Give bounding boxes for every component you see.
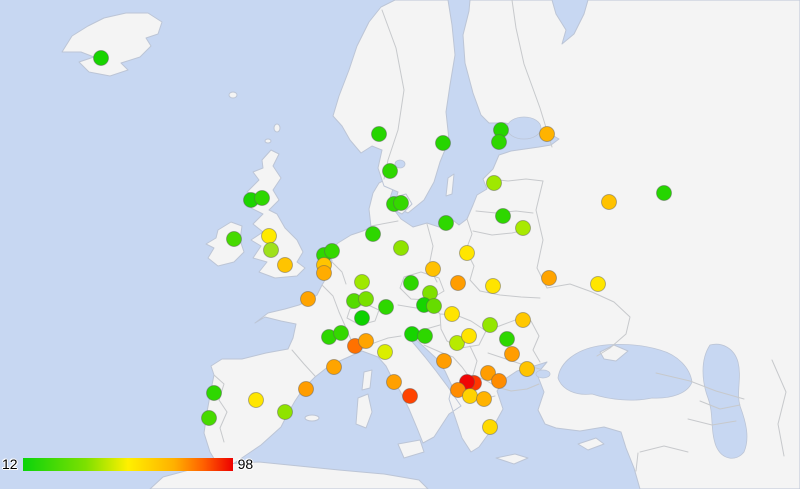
markers-layer (93, 50, 672, 435)
map-marker[interactable] (539, 126, 555, 142)
map-marker[interactable] (386, 374, 402, 390)
map-marker[interactable] (261, 228, 277, 244)
color-legend: 12 98 (2, 456, 253, 472)
map-marker[interactable] (444, 306, 460, 322)
map-marker[interactable] (462, 388, 478, 404)
map-marker[interactable] (378, 299, 394, 315)
map-marker[interactable] (656, 185, 672, 201)
map-marker[interactable] (263, 242, 279, 258)
map-marker[interactable] (425, 261, 441, 277)
map-marker[interactable] (482, 317, 498, 333)
land-scandinavia (332, 0, 456, 214)
map-marker[interactable] (365, 226, 381, 242)
map-marker[interactable] (403, 275, 419, 291)
map-marker[interactable] (485, 278, 501, 294)
map-marker[interactable] (495, 208, 511, 224)
map-marker[interactable] (461, 328, 477, 344)
map-marker[interactable] (254, 190, 270, 206)
map-marker[interactable] (354, 274, 370, 290)
map-marker[interactable] (515, 312, 531, 328)
land-balearics (304, 414, 320, 422)
map-marker[interactable] (480, 365, 496, 381)
lake-vanern (394, 159, 406, 169)
legend-gradient-bar (22, 457, 233, 471)
map-marker[interactable] (93, 50, 109, 66)
map-marker[interactable] (316, 265, 332, 281)
map-marker[interactable] (476, 391, 492, 407)
map-marker[interactable] (393, 240, 409, 256)
map-marker[interactable] (459, 245, 475, 261)
map-marker[interactable] (504, 346, 520, 362)
map-marker[interactable] (300, 291, 316, 307)
land-crete (495, 453, 529, 465)
land-corsica (361, 369, 373, 391)
map-marker[interactable] (206, 385, 222, 401)
map-marker[interactable] (404, 326, 420, 342)
map-marker[interactable] (277, 257, 293, 273)
map-marker[interactable] (248, 392, 264, 408)
map-marker[interactable] (417, 328, 433, 344)
map-marker[interactable] (402, 388, 418, 404)
map-marker[interactable] (486, 175, 502, 191)
map-marker[interactable] (201, 410, 217, 426)
map-marker[interactable] (277, 404, 293, 420)
map-marker[interactable] (491, 134, 507, 150)
land-cyprus (577, 437, 605, 451)
map-marker[interactable] (436, 353, 452, 369)
map-marker[interactable] (499, 331, 515, 347)
land-gotland (445, 173, 455, 197)
map-marker[interactable] (482, 419, 498, 435)
land-faroe (228, 91, 238, 99)
lake-ladoga (506, 116, 542, 140)
land-iceland (61, 12, 163, 77)
map-marker[interactable] (435, 135, 451, 151)
map-marker[interactable] (438, 215, 454, 231)
map-marker[interactable] (449, 335, 465, 351)
caspian-sea (702, 343, 748, 459)
map-marker[interactable] (377, 344, 393, 360)
map-marker[interactable] (371, 126, 387, 142)
legend-min-label: 12 (2, 456, 18, 472)
land-sardinia (355, 393, 373, 429)
map-marker[interactable] (590, 276, 606, 292)
legend-max-label: 98 (237, 456, 254, 472)
map-marker[interactable] (393, 195, 409, 211)
map-marker[interactable] (491, 373, 507, 389)
map-marker[interactable] (358, 291, 374, 307)
land-sicily (397, 439, 425, 459)
map-marker[interactable] (324, 243, 340, 259)
map-marker[interactable] (601, 194, 617, 210)
map-marker[interactable] (333, 325, 349, 341)
sea-of-marmara (535, 369, 551, 379)
land-shetland (273, 123, 281, 133)
land-orkney (264, 138, 272, 144)
map-marker[interactable] (326, 359, 342, 375)
map-marker[interactable] (519, 361, 535, 377)
map-marker[interactable] (450, 275, 466, 291)
map-marker[interactable] (541, 270, 557, 286)
map-marker[interactable] (382, 163, 398, 179)
map-marker[interactable] (426, 298, 442, 314)
map-marker[interactable] (358, 333, 374, 349)
map-marker[interactable] (515, 220, 531, 236)
map-marker[interactable] (354, 310, 370, 326)
map-marker[interactable] (298, 381, 314, 397)
map-marker[interactable] (226, 231, 242, 247)
